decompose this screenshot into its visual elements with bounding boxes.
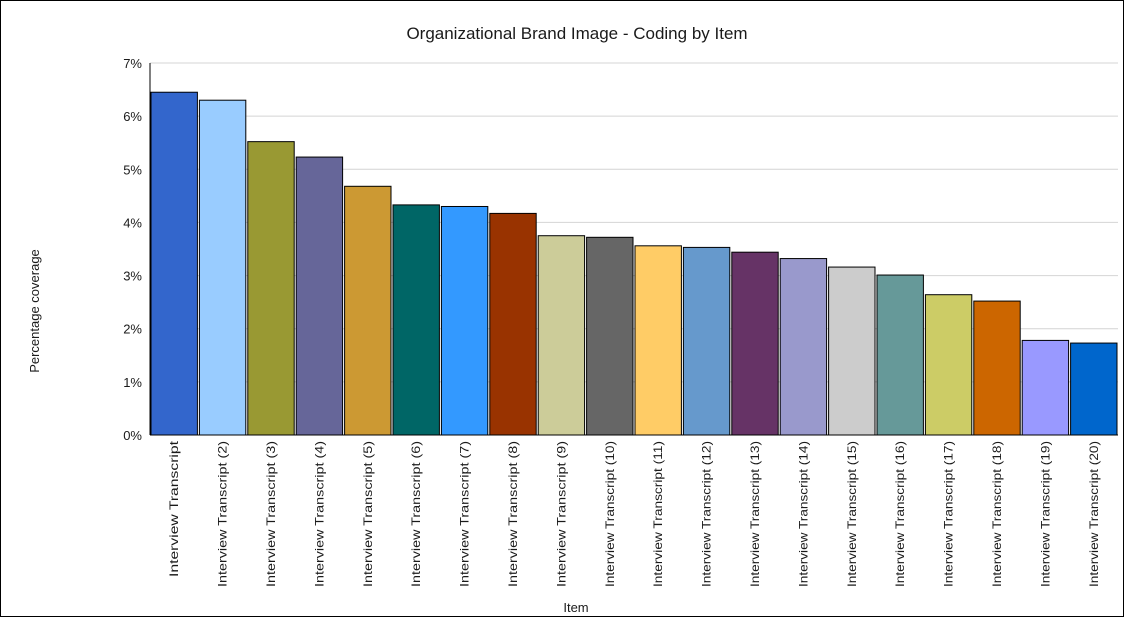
x-tick-label: Interview Transcript (14) <box>796 441 810 587</box>
bar <box>731 251 779 436</box>
chart-title: Organizational Brand Image - Coding by I… <box>406 24 747 43</box>
bar <box>198 99 247 436</box>
y-axis-ticks: 0% 1% 2% 3% 4% 5% 6% 7% <box>123 56 142 443</box>
x-tick-label: Interview Transcript (11) <box>651 441 665 587</box>
x-tick-label: Interview Transcript (20) <box>1087 441 1101 587</box>
bar <box>828 266 876 436</box>
y-tick-label: 5% <box>123 162 142 177</box>
y-tick-label: 2% <box>123 322 142 337</box>
x-tick-label: Interview Transcript (8) <box>506 441 520 587</box>
x-tick-label: Interview Transcript (2) <box>216 441 230 587</box>
bar <box>440 205 489 436</box>
x-tick-label: Interview Transcript (4) <box>312 441 326 587</box>
x-tick-label: Interview Transcript (5) <box>361 441 375 587</box>
gridlines <box>150 62 1118 383</box>
x-tick-label: Interview Transcript (19) <box>1038 441 1052 587</box>
x-tick-label: Interview Transcript (15) <box>845 441 859 587</box>
bar <box>973 300 1021 436</box>
y-tick-label: 6% <box>123 109 142 124</box>
bar <box>924 294 973 436</box>
bar <box>150 91 198 436</box>
bar <box>586 236 634 436</box>
x-tick-label: Interview Transcript (7) <box>458 441 472 587</box>
bar <box>1021 339 1070 436</box>
y-tick-label: 4% <box>123 215 142 230</box>
x-tick-label: Interview Transcript (9) <box>554 441 568 587</box>
x-tick-label: Interview Transcript (12) <box>700 441 714 587</box>
bar <box>489 212 537 436</box>
y-tick-label: 1% <box>123 375 142 390</box>
y-tick-label: 7% <box>123 56 142 71</box>
bar <box>779 258 828 436</box>
x-tick-label: Interview Transcript (3) <box>264 441 278 587</box>
bar <box>392 204 440 436</box>
y-axis-title: Percentage coverage <box>27 249 42 373</box>
bar <box>1070 342 1118 436</box>
x-tick-label: Interview Transcript (18) <box>990 441 1004 587</box>
x-tick-label: Interview Transcript (10) <box>603 441 617 587</box>
bars <box>150 91 1118 436</box>
bar <box>537 235 586 436</box>
bar <box>682 246 731 436</box>
x-tick-label: Interview Transcript (6) <box>409 441 423 587</box>
x-axis-tick-labels: Interview Transcript Interview Transcript… <box>167 440 1101 587</box>
x-tick-label: Interview Transcript (17) <box>942 441 956 587</box>
bar <box>634 245 682 436</box>
y-tick-label: 0% <box>123 428 142 443</box>
x-tick-label: Interview Transcript <box>167 440 181 577</box>
y-tick-label: 3% <box>123 269 142 284</box>
x-tick-label: Interview Transcript (13) <box>748 441 762 587</box>
bar <box>344 185 392 436</box>
x-axis-title: Item <box>563 600 588 615</box>
bar <box>876 274 924 436</box>
bar <box>295 156 344 436</box>
x-tick-label: Interview Transcript (16) <box>893 441 907 587</box>
bar <box>247 141 295 436</box>
